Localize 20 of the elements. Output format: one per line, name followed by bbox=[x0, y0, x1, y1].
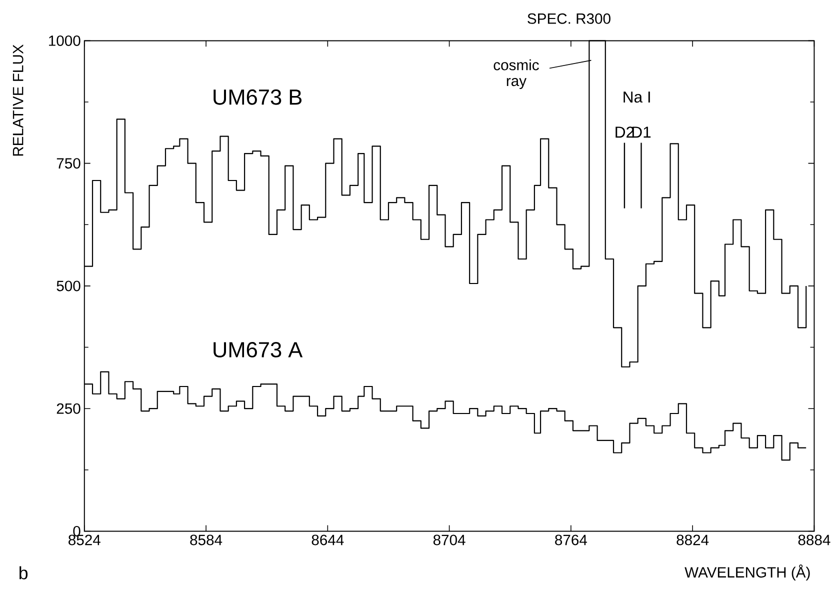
x-tick-label: 8764 bbox=[555, 534, 587, 546]
x-tick-label: 8704 bbox=[433, 534, 466, 546]
chart-title: SPEC. R300 bbox=[528, 13, 610, 24]
annotation: cosmic ray bbox=[494, 60, 539, 90]
y-tick-label: 500 bbox=[56, 280, 80, 292]
y-tick-label: 250 bbox=[56, 403, 80, 414]
y-axis-title: RELATIVE FLUX bbox=[12, 44, 24, 156]
x-axis-title: WAVELENGTH (Å) bbox=[684, 564, 810, 581]
series-label: UM673 A bbox=[214, 342, 303, 358]
annotation: Na I bbox=[624, 92, 650, 103]
text: b bbox=[20, 566, 28, 580]
x-tick-label: 8824 bbox=[676, 534, 709, 546]
y-tick-label: 1000 bbox=[49, 36, 80, 46]
x-tick-label: 8644 bbox=[312, 534, 344, 546]
x-tick-label: 8524 bbox=[68, 534, 100, 546]
y-tick-label: 750 bbox=[56, 158, 80, 169]
x-tick-label: 8584 bbox=[190, 534, 222, 546]
annotation: D1 bbox=[632, 126, 651, 138]
series-label: UM673 B bbox=[214, 90, 302, 105]
x-tick-label: 8884 bbox=[798, 534, 830, 546]
